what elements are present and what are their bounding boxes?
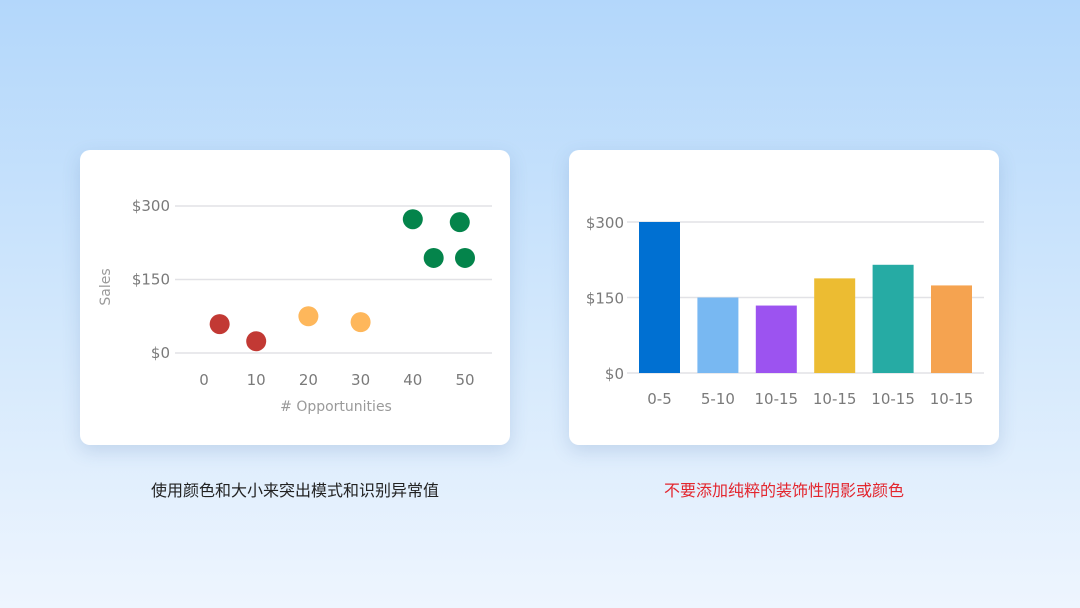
x-tick-label: 10-15	[871, 390, 915, 408]
x-tick-label: 20	[299, 371, 318, 389]
bar	[639, 222, 680, 373]
x-axis-title: # Opportunities	[280, 399, 392, 415]
x-tick-label: 5-10	[701, 390, 735, 408]
scatter-point	[209, 314, 230, 335]
scatter-point	[449, 212, 470, 233]
scatter-point	[455, 247, 475, 268]
caption-right: 不要添加纯粹的装饰性阴影或颜色	[663, 481, 904, 500]
x-tick-label: 0	[199, 371, 209, 389]
scatter-point	[298, 306, 319, 327]
x-tick-label: 10-15	[813, 390, 857, 408]
scatter-point	[246, 331, 267, 352]
y-tick-label: $300	[586, 214, 624, 232]
bar	[755, 305, 797, 373]
y-tick-label: $300	[132, 197, 170, 215]
x-tick-label: 40	[403, 371, 422, 389]
scatter-point	[423, 247, 444, 268]
bar	[697, 297, 739, 373]
caption-left: 使用颜色和大小来突出模式和识别异常值	[150, 481, 439, 500]
scatter-chart: $0 $150 $300 0 10 20 30 40 50 # Opportunities Sale…	[98, 197, 492, 415]
y-tick-label: $150	[132, 271, 170, 289]
bar	[814, 278, 856, 373]
x-tick-label: 50	[455, 371, 474, 389]
x-tick-label: 30	[351, 371, 370, 389]
x-tick-label: 0-5	[647, 390, 672, 408]
bar-chart: $0 $150 $300 0-5 5-10 10-15 10-15 10-15 10-15	[586, 214, 984, 408]
bar	[931, 285, 972, 373]
y-tick-label: $0	[151, 344, 170, 362]
y-tick-label: $0	[605, 365, 624, 383]
bar	[872, 264, 914, 373]
scatter-chart-card: $0 $150 $300 0 10 20 30 40 50 # Opportunities Sale…	[80, 150, 510, 445]
y-tick-label: $150	[586, 290, 624, 308]
y-axis-title: Sales	[98, 268, 114, 305]
scatter-point	[402, 209, 423, 230]
x-tick-label: 10-15	[930, 390, 974, 408]
scatter-point	[350, 312, 371, 333]
x-tick-label: 10	[247, 371, 266, 389]
x-tick-label: 10-15	[755, 390, 799, 408]
bar-chart-card: $0 $150 $300 0-5 5-10 10-15 10-15 10-15 10-15	[569, 150, 999, 445]
